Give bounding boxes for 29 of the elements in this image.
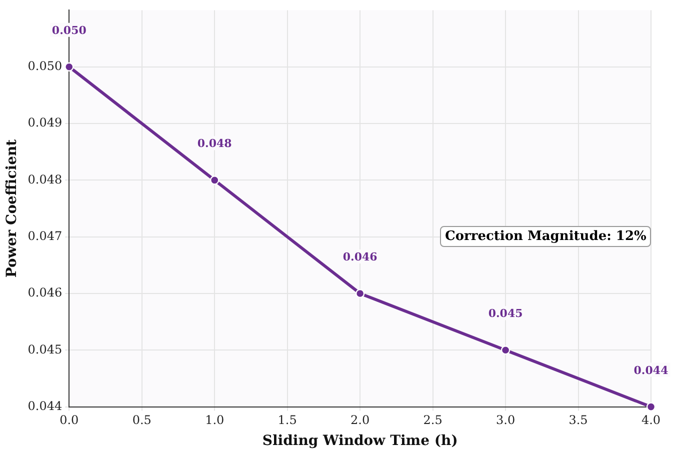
y-tick-label: 0.047 xyxy=(28,228,62,243)
x-tick-label: 1.5 xyxy=(278,413,297,428)
x-tick-label: 4.0 xyxy=(641,413,661,428)
x-tick-label: 0.5 xyxy=(132,413,152,428)
x-tick-label: 2.0 xyxy=(350,413,370,428)
x-tick-label: 1.0 xyxy=(205,413,224,428)
x-tick-label: 3.5 xyxy=(568,413,588,428)
point xyxy=(210,176,220,185)
x-axis-title: Sliding Window Time (h) xyxy=(262,433,458,450)
data-label: 0.045 xyxy=(488,307,523,320)
data-label: 0.048 xyxy=(197,137,232,150)
annotation: Correction Magnitude: 12% xyxy=(440,226,652,247)
x-tick-label: 3.0 xyxy=(496,413,516,428)
point xyxy=(64,62,74,72)
data-label: 0.046 xyxy=(342,250,378,264)
x-tick-label: 2.5 xyxy=(423,413,442,428)
y-tick-label: 0.049 xyxy=(28,116,62,130)
y-tick-label: 0.044 xyxy=(28,398,63,413)
data-label: 0.050 xyxy=(52,24,87,37)
y-tick-label: 0.045 xyxy=(28,342,62,356)
y-tick-label: 0.050 xyxy=(28,58,62,73)
y-tick-label: 0.048 xyxy=(28,172,62,186)
y-axis-title: Power Coefficient xyxy=(4,138,20,278)
data-label: 0.044 xyxy=(634,364,669,377)
point xyxy=(355,288,365,298)
point xyxy=(500,346,510,355)
point xyxy=(646,402,656,412)
x-tick-label: 0.0 xyxy=(60,413,79,428)
y-tick-label: 0.046 xyxy=(28,286,62,300)
